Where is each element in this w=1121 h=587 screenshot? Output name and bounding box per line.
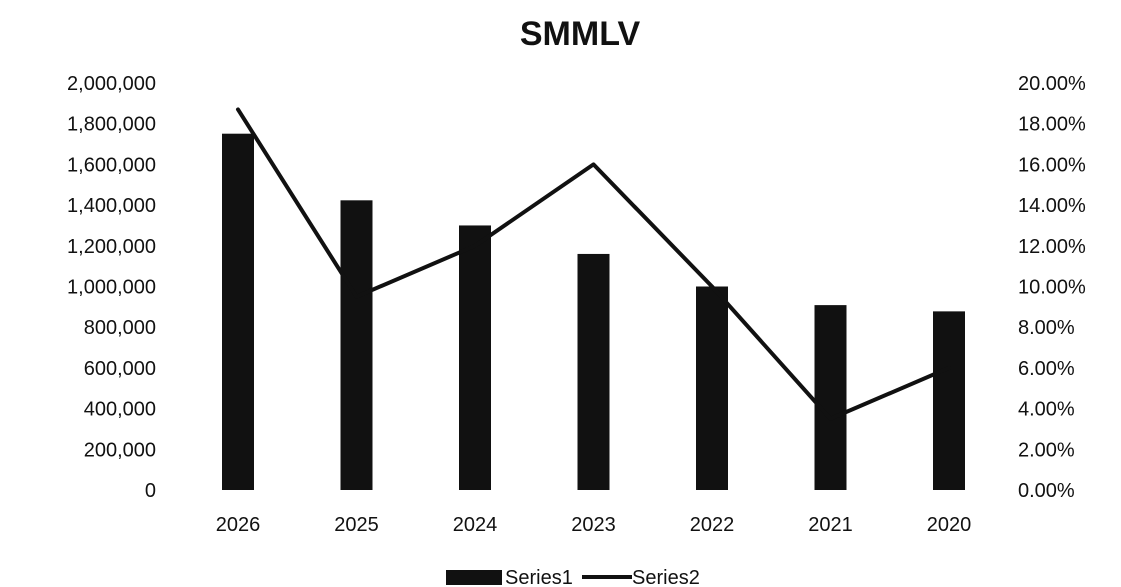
right-tick-label: 14.00% bbox=[1018, 195, 1086, 217]
bars-layer bbox=[222, 133, 965, 490]
right-tick-label: 12.00% bbox=[1018, 236, 1086, 258]
x-axis-labels: 2026 2025 2024 2023 2022 2021 2020 bbox=[216, 514, 972, 536]
left-tick-label: 800,000 bbox=[84, 317, 156, 339]
left-tick-label: 1,200,000 bbox=[67, 236, 156, 258]
x-tick-label: 2023 bbox=[571, 514, 616, 536]
bar-2024 bbox=[459, 225, 491, 490]
right-tick-label: 8.00% bbox=[1018, 317, 1075, 339]
legend-series2-label: Series2 bbox=[632, 567, 700, 587]
x-tick-label: 2021 bbox=[808, 514, 853, 536]
legend: Series1 Series2 bbox=[446, 567, 700, 587]
bar-2020 bbox=[933, 311, 965, 490]
left-tick-label: 1,600,000 bbox=[67, 154, 156, 176]
bar-2025 bbox=[340, 200, 373, 490]
series2-line bbox=[236, 107, 951, 421]
legend-series1-label: Series1 bbox=[505, 567, 573, 587]
right-tick-label: 16.00% bbox=[1018, 154, 1086, 176]
x-tick-label: 2026 bbox=[216, 514, 261, 536]
x-tick-label: 2020 bbox=[927, 514, 972, 536]
right-axis-labels: 0.00% 2.00% 4.00% 6.00% 8.00% 10.00% 12.00% 14.… bbox=[1018, 73, 1086, 502]
bar-2026 bbox=[222, 133, 254, 490]
bar-2022 bbox=[696, 286, 728, 490]
left-tick-label: 400,000 bbox=[84, 399, 156, 421]
right-tick-label: 6.00% bbox=[1018, 358, 1075, 380]
right-tick-label: 10.00% bbox=[1018, 277, 1086, 299]
left-tick-label: 600,000 bbox=[84, 358, 156, 380]
line-layer bbox=[236, 107, 951, 421]
chart-title: SMMLV bbox=[520, 15, 641, 53]
bar-2021 bbox=[814, 305, 847, 490]
legend-series1-swatch bbox=[446, 570, 502, 585]
x-tick-label: 2024 bbox=[453, 514, 498, 536]
left-tick-label: 0 bbox=[145, 480, 156, 502]
right-tick-label: 2.00% bbox=[1018, 439, 1075, 461]
left-tick-label: 1,000,000 bbox=[67, 277, 156, 299]
right-tick-label: 0.00% bbox=[1018, 480, 1075, 502]
right-tick-label: 4.00% bbox=[1018, 399, 1075, 421]
left-tick-label: 200,000 bbox=[84, 439, 156, 461]
right-tick-label: 20.00% bbox=[1018, 73, 1086, 95]
left-tick-label: 1,800,000 bbox=[67, 114, 156, 136]
x-tick-label: 2025 bbox=[334, 514, 379, 536]
left-tick-label: 1,400,000 bbox=[67, 195, 156, 217]
x-tick-label: 2022 bbox=[690, 514, 735, 536]
left-tick-label: 2,000,000 bbox=[67, 73, 156, 95]
right-tick-label: 18.00% bbox=[1018, 114, 1086, 136]
bar-2023 bbox=[577, 253, 610, 490]
left-axis-labels: 0 200,000 400,000 600,000 800,000 1,000,000 1,… bbox=[67, 73, 156, 502]
